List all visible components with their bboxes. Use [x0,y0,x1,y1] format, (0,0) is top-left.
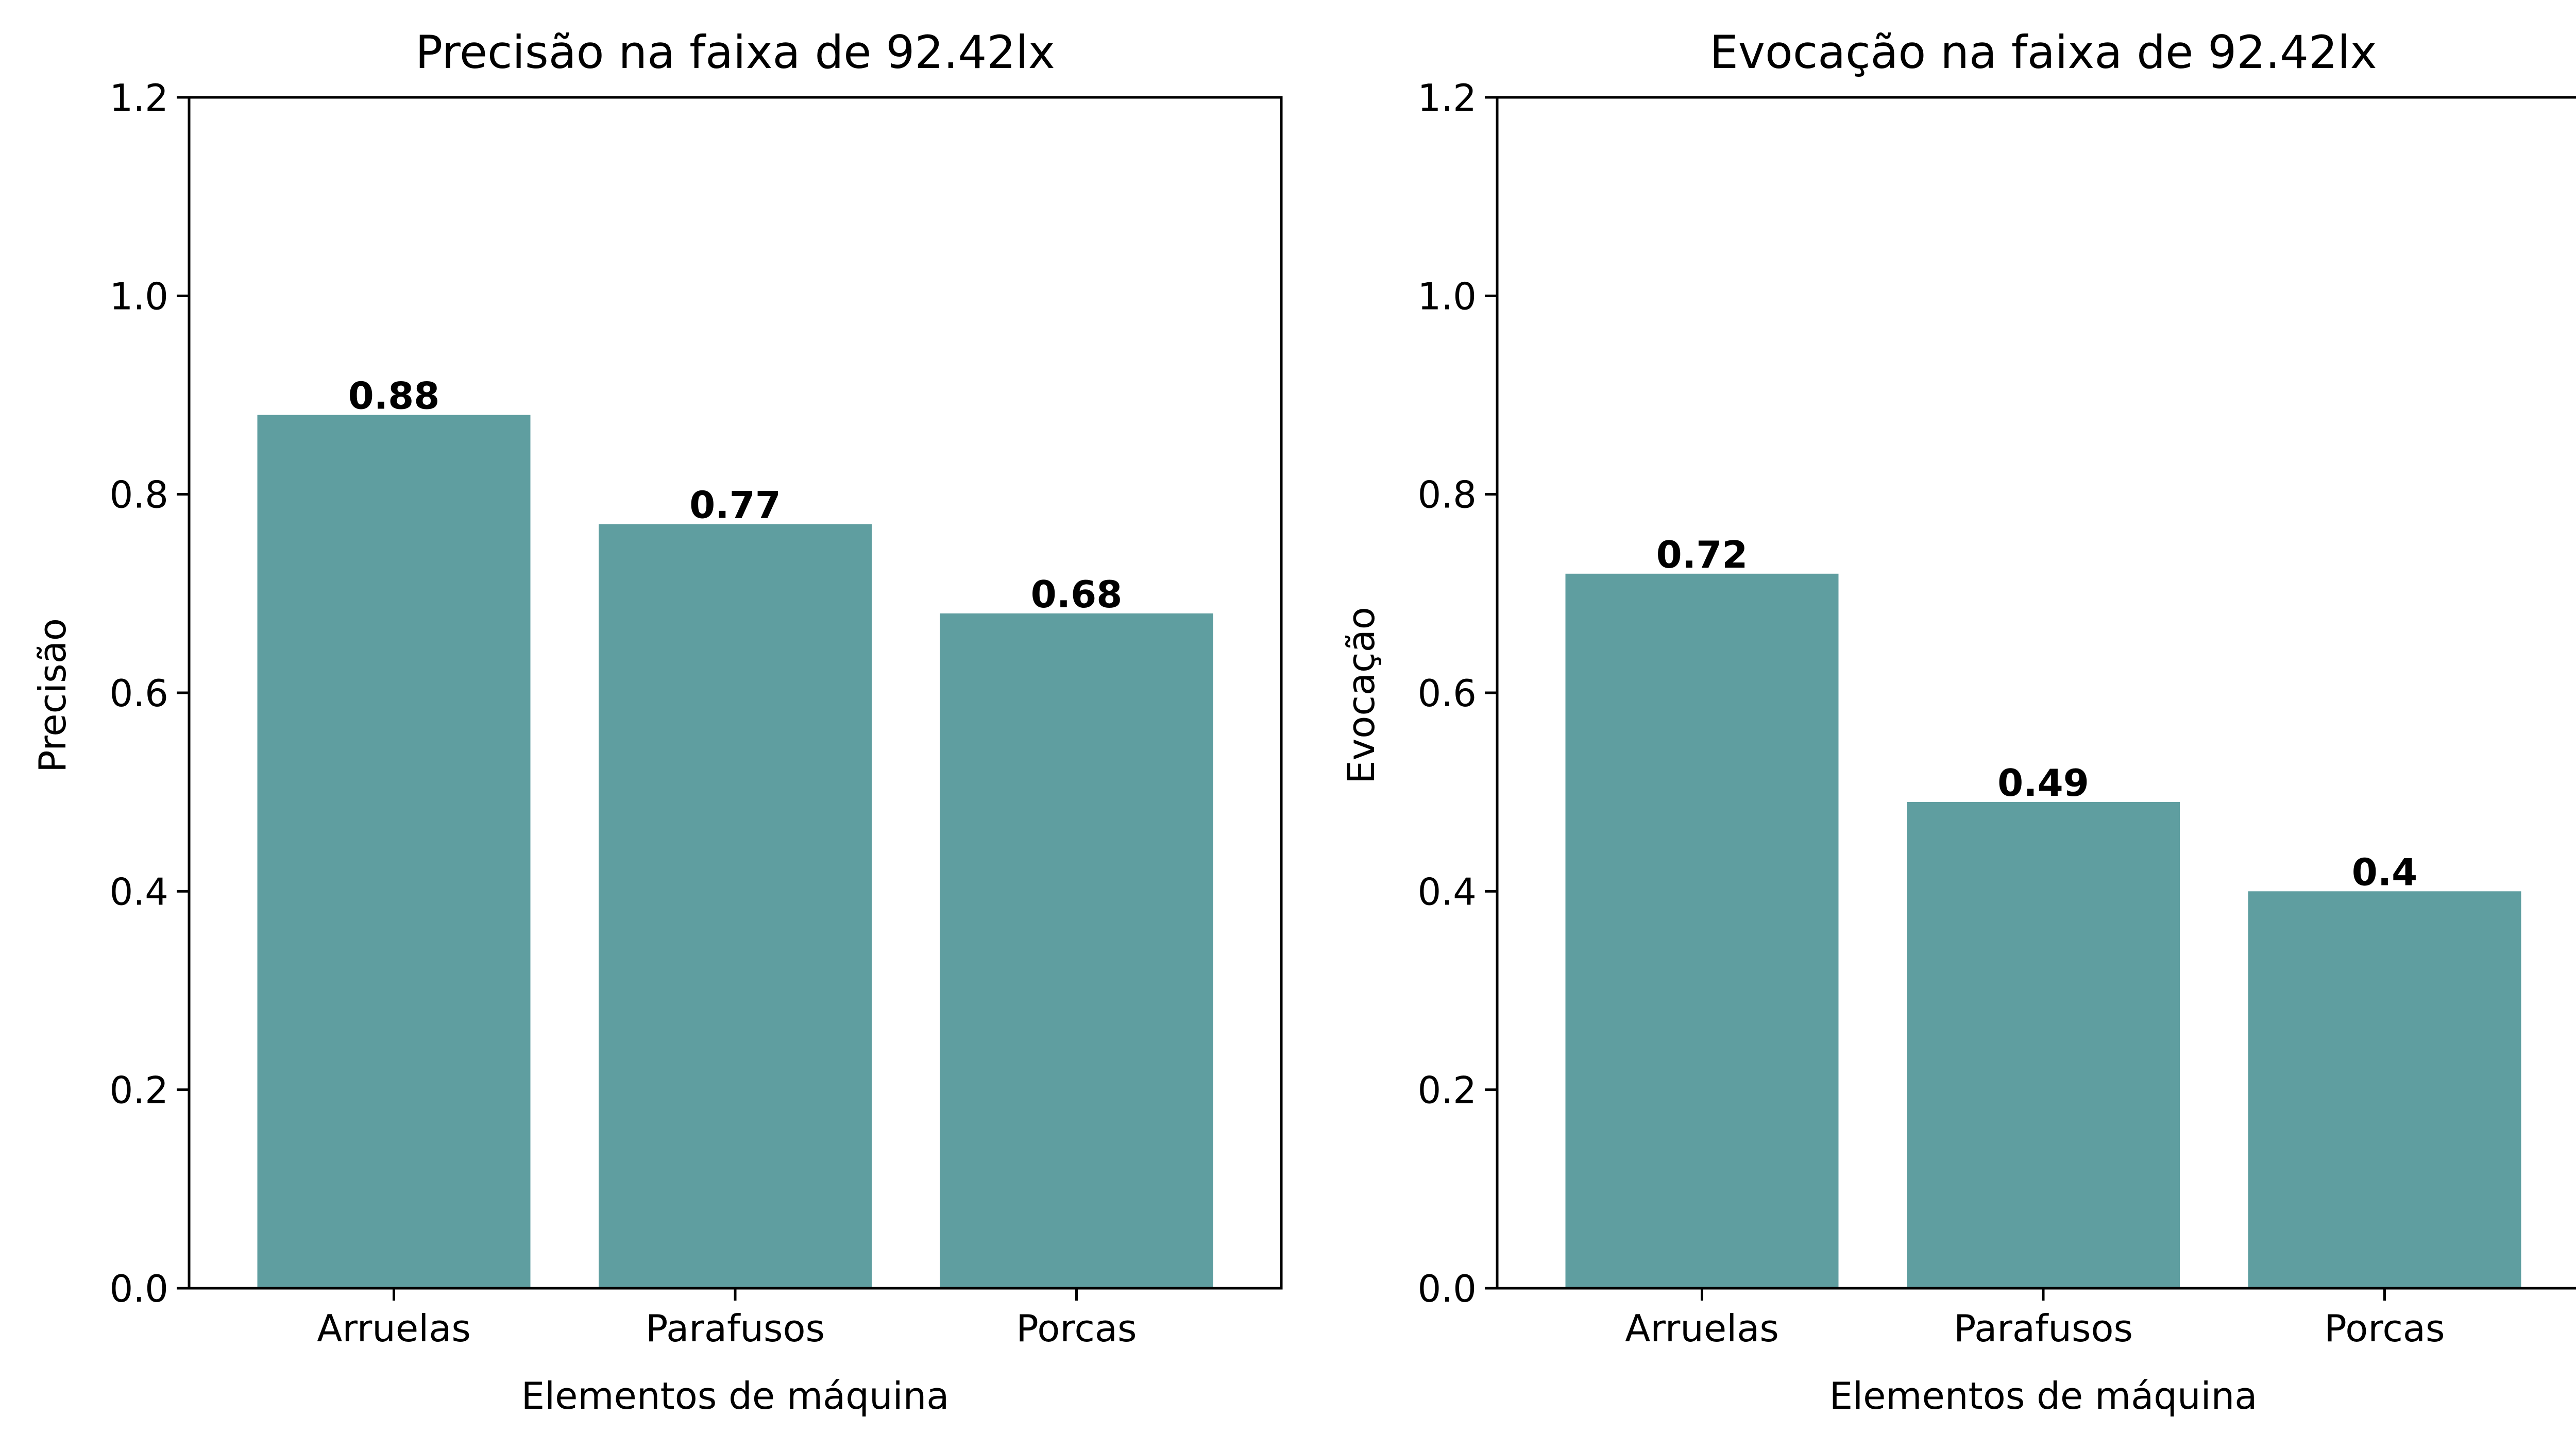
y-tick-label: 0.4 [1417,870,1477,913]
x-tick-label: Porcas [2324,1307,2445,1350]
bar-parafusos [1907,801,2180,1288]
bar-value-label: 0.88 [348,374,440,418]
y-tick-label: 0.2 [109,1069,168,1112]
bar-value-label: 0.49 [1997,761,2089,805]
bar-porcas [940,613,1213,1288]
x-axis-label: Elementos de máquina [1829,1374,2258,1418]
bar-value-label: 0.68 [1031,573,1123,616]
y-tick-label: 1.2 [109,76,168,120]
chart-precisao: Precisão na faixa de 92.42lx Elementos d… [31,26,1283,1418]
bar-value-label: 0.4 [2352,850,2418,894]
chart-title: Precisão na faixa de 92.42lx [415,26,1055,79]
bar-arruelas [257,415,531,1288]
chart-evocacao: Evocação na faixa de 92.42lx Elementos d… [1340,26,2576,1418]
y-tick-label: 0.4 [109,870,168,913]
x-tick-label: Porcas [1016,1307,1137,1350]
y-tick-label: 0.8 [1417,473,1477,517]
y-tick-label: 1.2 [1417,76,1477,120]
bar-value-label: 0.72 [1656,533,1748,576]
plot-frame [1496,96,2576,1290]
x-axis-ticks: Arruelas Parafusos Porcas [1625,1288,2445,1350]
bar-group: 0.72 0.49 0.4 [1565,533,2521,1288]
x-axis-label: Elementos de máquina [521,1374,950,1418]
chart-title: Evocação na faixa de 92.42lx [1709,26,2377,79]
y-tick-label: 0.0 [109,1267,168,1310]
y-axis-label: Precisão [31,618,74,773]
bar-value-label: 0.77 [689,483,781,526]
x-axis-ticks: Arruelas Parafusos Porcas [317,1288,1137,1350]
y-tick-label: 0.0 [1417,1267,1477,1310]
y-tick-label: 1.0 [1417,275,1477,318]
plot-frame [188,96,1283,1290]
bar-porcas [2248,891,2521,1288]
y-tick-label: 0.6 [109,672,168,715]
x-tick-label: Arruelas [1625,1307,1779,1350]
y-tick-label: 1.0 [109,275,168,318]
y-axis-ticks: 0.0 0.2 0.4 0.6 0.8 1.0 1.2 [109,76,189,1310]
y-tick-label: 0.8 [109,473,168,517]
bar-parafusos [599,524,872,1288]
y-tick-label: 0.2 [1417,1069,1477,1112]
x-tick-label: Parafusos [646,1307,825,1350]
x-tick-label: Arruelas [317,1307,471,1350]
bar-arruelas [1565,573,1839,1288]
x-tick-label: Parafusos [1954,1307,2133,1350]
y-tick-label: 0.6 [1417,672,1477,715]
bar-group: 0.88 0.77 0.68 [257,374,1213,1288]
y-axis-label: Evocação [1340,607,1383,784]
y-axis-ticks: 0.0 0.2 0.4 0.6 0.8 1.0 1.2 [1417,76,1497,1310]
